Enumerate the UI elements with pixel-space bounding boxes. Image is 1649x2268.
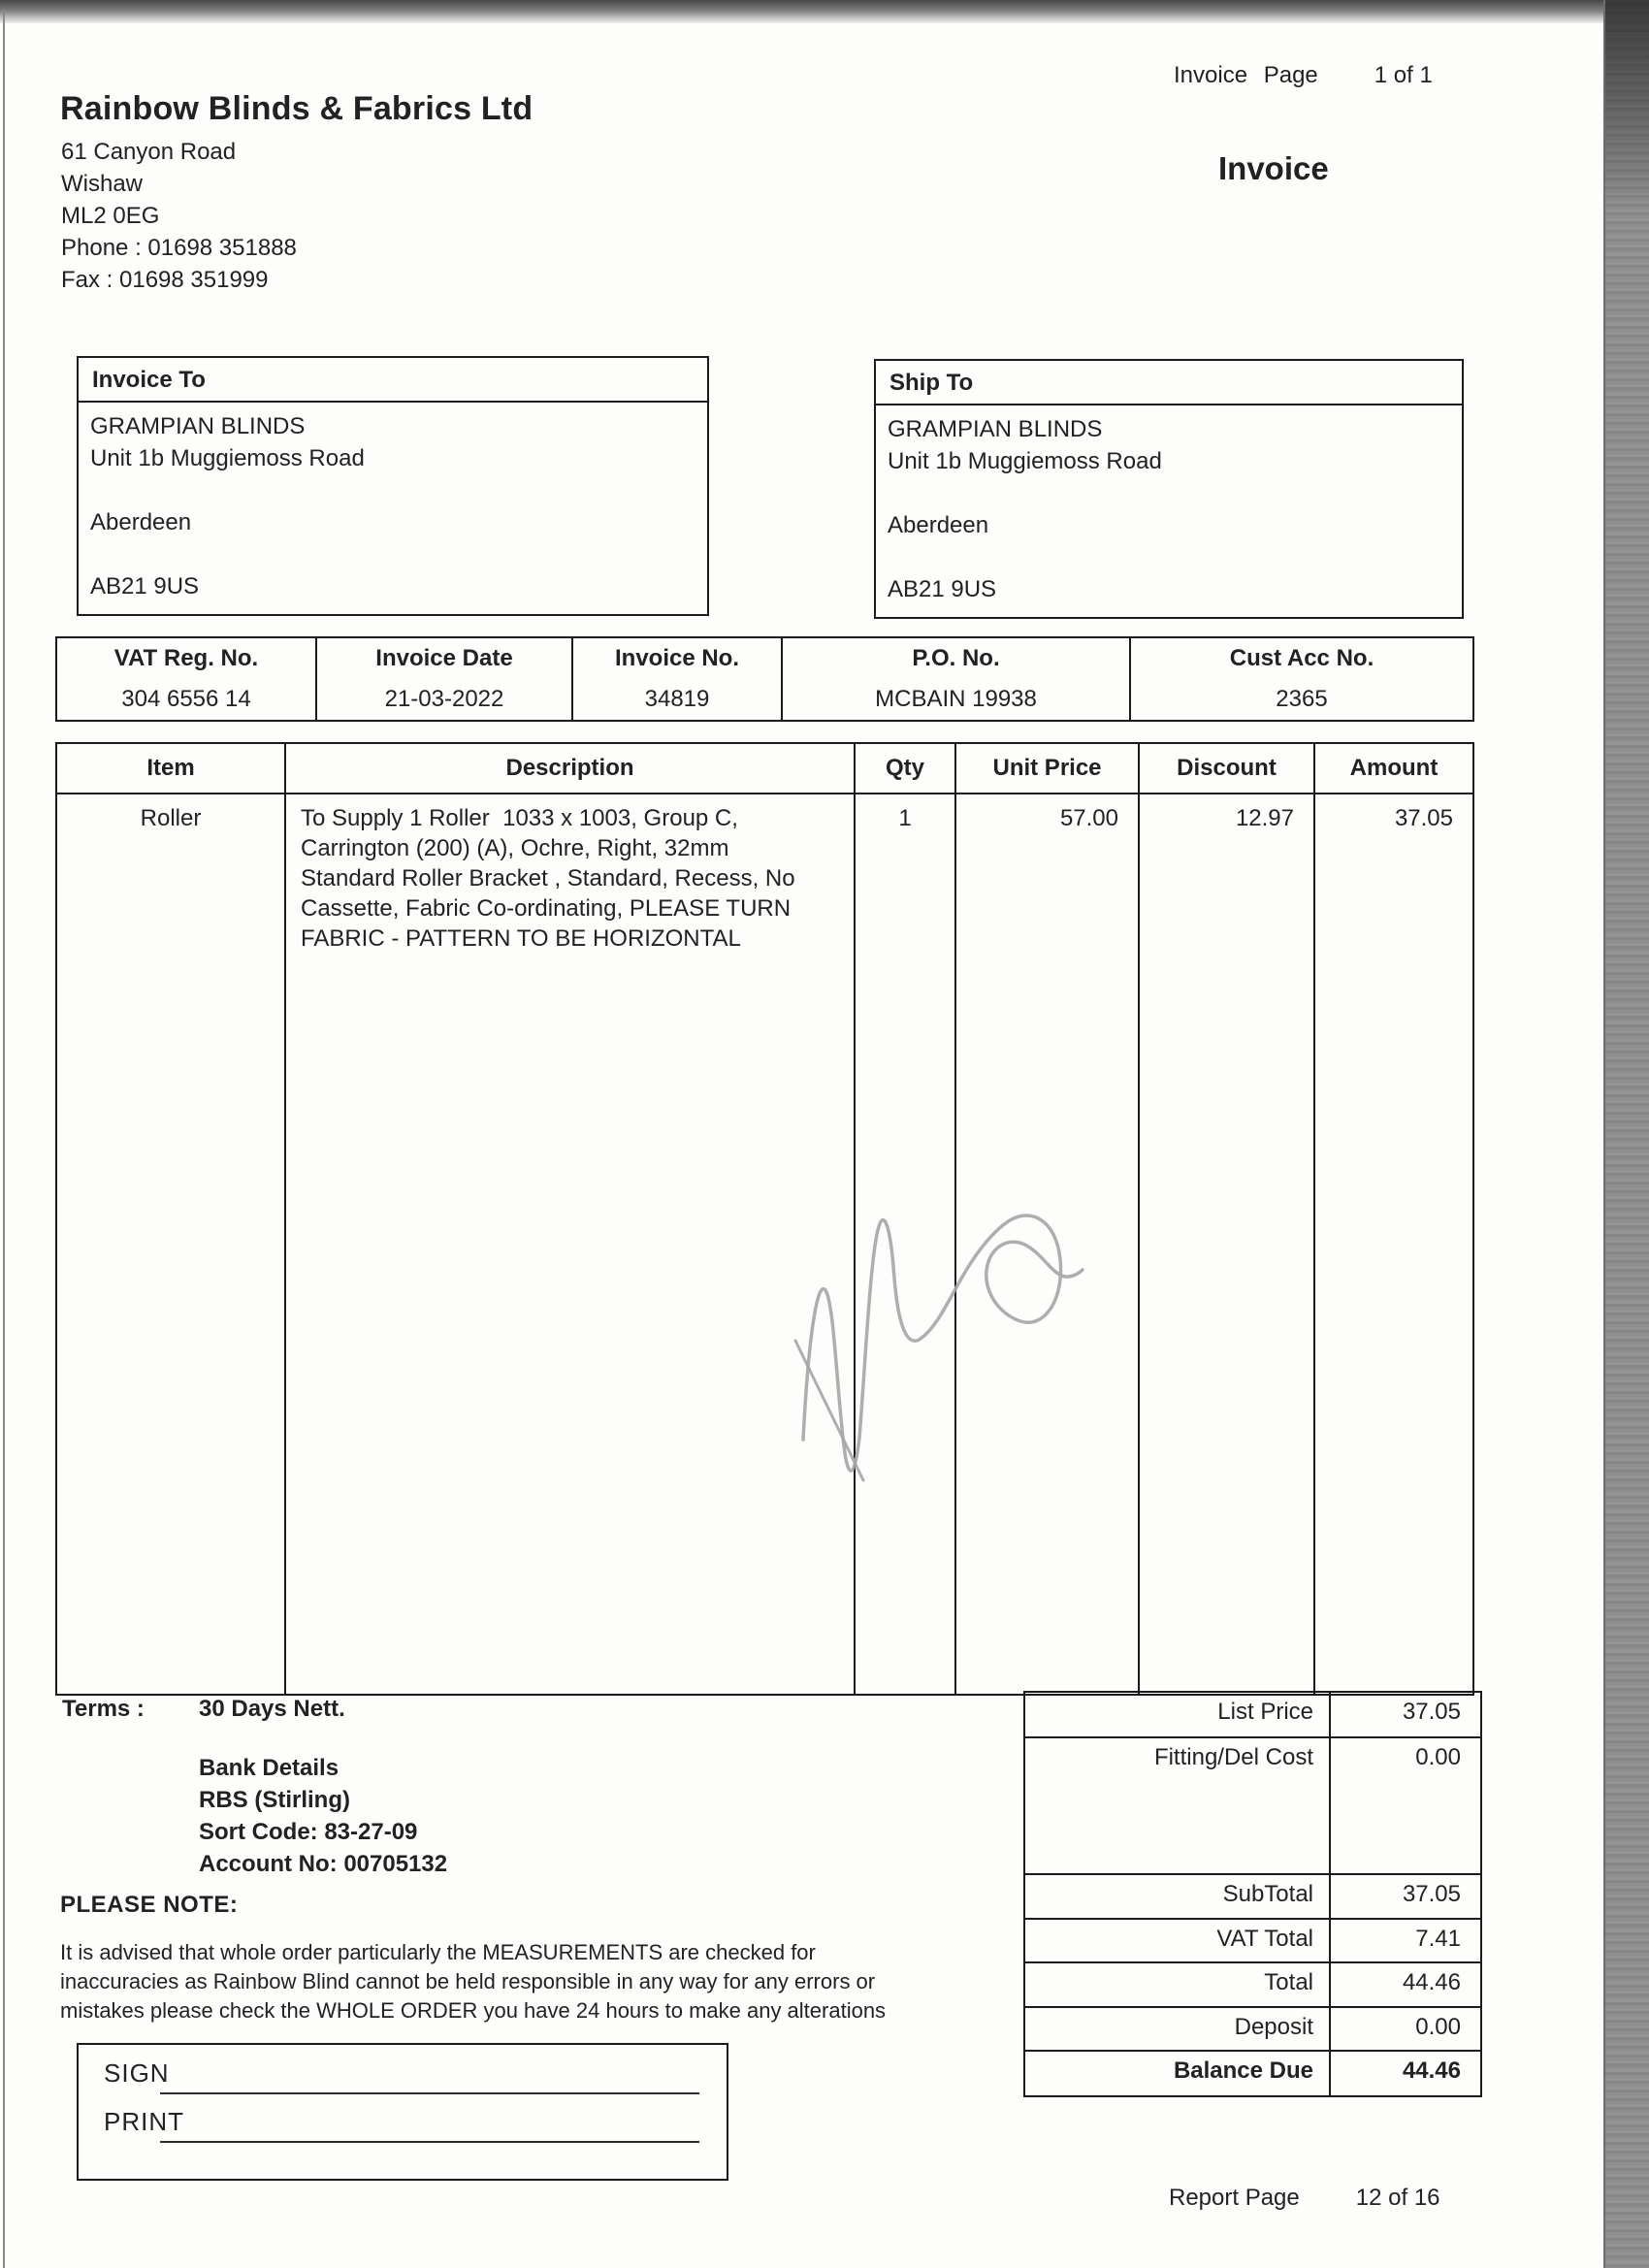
meta-header: P.O. No. [781, 638, 1129, 679]
totals-row-vat-total: VAT Total 7.41 [1025, 1918, 1480, 1961]
ship-to-line: GRAMPIAN BLINDS [888, 416, 1103, 442]
company-address-line: Wishaw [61, 171, 144, 197]
invoice-page-label: Invoice Page [1174, 62, 1318, 88]
invoice-to-address: GRAMPIAN BLINDS Unit 1b Muggiemoss Road … [79, 403, 707, 610]
ship-to-line: AB21 9US [888, 576, 997, 602]
items-header-discount: Discount [1138, 744, 1313, 794]
meta-value-cust-acc: 2365 [1129, 679, 1472, 720]
totals-row-list-price: List Price 37.05 [1025, 1693, 1480, 1736]
item-cell-description: To Supply 1 Roller 1033 x 1003, Group C,… [284, 794, 854, 1694]
report-page-label: Report Page [1169, 2185, 1300, 2211]
invoice-page-indicator: Invoice Page 1 of 1 [1174, 62, 1433, 89]
item-cell-unit-price: 57.00 [954, 794, 1138, 1694]
invoice-page-value: 1 of 1 [1374, 62, 1433, 88]
totals-row-total: Total 44.46 [1025, 1961, 1480, 2006]
meta-header: Invoice No. [571, 638, 781, 679]
scan-top-edge [0, 0, 1649, 23]
totals-value: 7.41 [1329, 1920, 1480, 1961]
company-phone: Phone : 01698 351888 [61, 235, 297, 261]
totals-label: Balance Due [1173, 2057, 1313, 2084]
bank-name: RBS (Stirling) [199, 1787, 350, 1813]
invoice-to-line [90, 538, 695, 570]
totals-value: 37.05 [1329, 1875, 1480, 1918]
print-label: PRINT [104, 2107, 184, 2136]
item-cell-discount: 12.97 [1138, 794, 1313, 1694]
bank-details-heading: Bank Details [199, 1755, 340, 1781]
invoice-to-line: Unit 1b Muggiemoss Road [90, 445, 365, 471]
please-note-body: It is advised that whole order particula… [60, 1940, 887, 2023]
ship-to-line [888, 541, 1450, 573]
invoice-to-box: Invoice To GRAMPIAN BLINDS Unit 1b Muggi… [77, 356, 709, 616]
totals-box: List Price 37.05 Fitting/Del Cost 0.00 S… [1023, 1691, 1482, 2097]
bank-details: Bank Details RBS (Stirling) Sort Code: 8… [199, 1752, 447, 1880]
company-address-line: ML2 0EG [61, 203, 160, 229]
totals-row-deposit: Deposit 0.00 [1025, 2006, 1480, 2050]
meta-value-invoice-no: 34819 [571, 679, 781, 720]
terms-label: Terms : [62, 1696, 145, 1722]
totals-label: List Price [1217, 1699, 1313, 1725]
item-cell-qty: 1 [854, 794, 954, 1694]
totals-label: VAT Total [1216, 1926, 1313, 1952]
totals-label: Total [1264, 1969, 1313, 1995]
totals-label: Deposit [1234, 2014, 1313, 2040]
totals-value: 37.05 [1329, 1693, 1480, 1736]
ship-to-heading: Ship To [876, 361, 1462, 405]
totals-value: 0.00 [1329, 2008, 1480, 2050]
totals-value: 44.46 [1329, 2052, 1480, 2095]
sign-label: SIGN [104, 2058, 170, 2088]
meta-header: Invoice Date [315, 638, 571, 679]
ship-to-line: Unit 1b Muggiemoss Road [888, 448, 1162, 474]
invoice-to-line: AB21 9US [90, 573, 200, 599]
invoice-meta-table: VAT Reg. No. Invoice Date Invoice No. P.… [55, 636, 1474, 722]
meta-value-po-no: MCBAIN 19938 [781, 679, 1129, 720]
scan-right-edge [1603, 0, 1649, 2268]
invoice-to-line: Aberdeen [90, 509, 192, 535]
company-name: Rainbow Blinds & Fabrics Ltd [60, 90, 534, 127]
report-page-value: 12 of 16 [1355, 2185, 1440, 2211]
totals-label: SubTotal [1222, 1881, 1313, 1907]
totals-row-balance-due: Balance Due 44.46 [1025, 2050, 1480, 2095]
items-header-item: Item [57, 744, 284, 794]
totals-row-fitting-del-cost: Fitting/Del Cost 0.00 [1025, 1736, 1480, 1873]
bank-account-no: Account No: 00705132 [199, 1851, 448, 1877]
signature-box: SIGN PRINT [77, 2043, 728, 2181]
meta-value-vat-reg: 304 6556 14 [121, 686, 251, 712]
totals-label: Fitting/Del Cost [1153, 1744, 1313, 1770]
ship-to-line [888, 477, 1450, 509]
ship-to-address: GRAMPIAN BLINDS Unit 1b Muggiemoss Road … [876, 405, 1462, 613]
terms-value: 30 Days Nett. [199, 1696, 345, 1722]
sign-line[interactable] [160, 2092, 699, 2094]
item-cell-amount: 37.05 [1313, 794, 1472, 1694]
invoice-to-line: GRAMPIAN BLINDS [90, 413, 306, 439]
meta-value-invoice-date: 21-03-2022 [315, 679, 571, 720]
totals-value: 44.46 [1329, 1963, 1480, 2006]
item-cell-name: Roller [140, 805, 202, 831]
print-line[interactable] [160, 2141, 699, 2143]
ship-to-line: Aberdeen [888, 512, 989, 538]
items-header-description: Description [284, 744, 854, 794]
company-address: 61 Canyon Road Wishaw ML2 0EG Phone : 01… [61, 136, 297, 296]
document-title: Invoice [1218, 150, 1329, 186]
invoice-to-line [90, 474, 695, 506]
items-header-unit-price: Unit Price [954, 744, 1138, 794]
please-note-heading: PLEASE NOTE: [60, 1892, 239, 1918]
items-header-amount: Amount [1313, 744, 1472, 794]
meta-header: VAT Reg. No. [113, 645, 259, 671]
scan-left-edge [3, 10, 5, 2268]
items-header-qty: Qty [854, 744, 954, 794]
invoice-to-heading: Invoice To [79, 358, 707, 403]
totals-row-subtotal: SubTotal 37.05 [1025, 1873, 1480, 1918]
bank-sort-code: Sort Code: 83-27-09 [199, 1819, 418, 1845]
company-fax: Fax : 01698 351999 [61, 267, 269, 293]
totals-value: 0.00 [1329, 1738, 1480, 1873]
meta-header: Cust Acc No. [1129, 638, 1472, 679]
ship-to-box: Ship To GRAMPIAN BLINDS Unit 1b Muggiemo… [874, 359, 1464, 619]
company-address-line: 61 Canyon Road [61, 139, 237, 165]
report-page-indicator: Report Page 12 of 16 [1169, 2185, 1440, 2212]
line-items-table: Item Description Qty Unit Price Discount… [55, 742, 1474, 1696]
